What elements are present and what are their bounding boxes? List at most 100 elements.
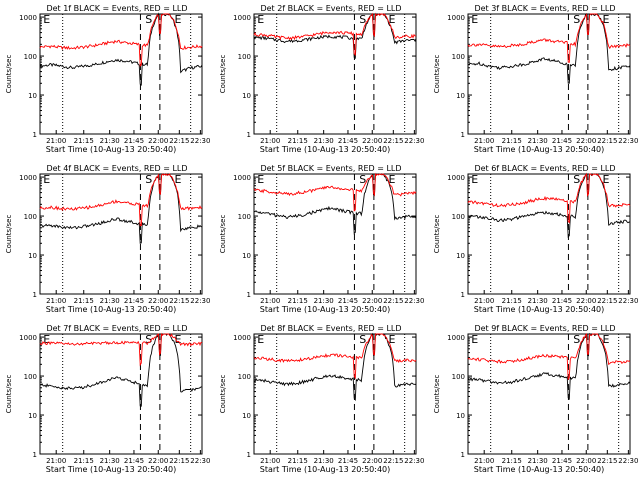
x-axis-label: Start Time (10-Aug-13 20:50:40) [474, 305, 605, 314]
interval-marker: E [602, 13, 609, 26]
panel-title: Det 2f BLACK = Events, RED = LLD [260, 4, 401, 13]
y-tick-label: 1 [461, 451, 465, 459]
y-tick-label: 100 [24, 53, 37, 61]
x-tick-label: 21:30 [528, 297, 548, 305]
y-axis-label: Counts/sec [5, 215, 13, 254]
x-tick-label: 22:00 [576, 137, 596, 145]
x-axis-label: Start Time (10-Aug-13 20:50:40) [474, 465, 605, 474]
series-line-lld [39, 13, 203, 67]
x-tick-label: 21:45 [338, 137, 358, 145]
panel-title: Det 6f BLACK = Events, RED = LLD [474, 164, 615, 173]
interval-marker: S [145, 333, 152, 346]
series-line-events [253, 332, 417, 402]
x-tick-label: 21:00 [46, 137, 66, 145]
x-tick-label: 22:15 [169, 137, 189, 145]
y-tick-label: 10 [28, 412, 37, 420]
x-tick-label: 22:15 [597, 137, 617, 145]
plot-frame [253, 333, 417, 455]
x-axis-label: Start Time (10-Aug-13 20:50:40) [46, 305, 177, 314]
panel-title: Det 1f BLACK = Events, RED = LLD [46, 4, 187, 13]
x-tick-label: 22:30 [190, 457, 210, 465]
panel-det-7: Det 7f BLACK = Events, RED = LLD Counts/s… [5, 324, 210, 474]
interval-marker: E [174, 13, 181, 26]
interval-marker: E [471, 333, 478, 346]
y-axis-label: Counts/sec [219, 55, 227, 94]
panel-det-4: Det 4f BLACK = Events, RED = LLD Counts/s… [5, 164, 210, 314]
x-tick-label: 22:00 [148, 457, 168, 465]
x-tick-label: 21:15 [502, 297, 522, 305]
x-axis-label: Start Time (10-Aug-13 20:50:40) [260, 145, 391, 154]
y-tick-label: 1000 [447, 14, 465, 22]
interval-marker: E [602, 333, 609, 346]
panel-det-6: Det 6f BLACK = Events, RED = LLD Counts/s… [433, 164, 638, 314]
series-line-lld [467, 12, 631, 63]
y-tick-label: 1 [461, 131, 465, 139]
y-axis-label: Counts/sec [219, 215, 227, 254]
x-tick-label: 21:30 [528, 457, 548, 465]
x-tick-label: 21:15 [288, 457, 308, 465]
y-tick-label: 100 [452, 53, 465, 61]
interval-marker: E [257, 333, 264, 346]
x-tick-label: 22:00 [362, 137, 382, 145]
x-tick-label: 21:45 [552, 137, 572, 145]
plot-frame [39, 173, 203, 295]
y-tick-label: 1000 [233, 334, 251, 342]
x-tick-label: 22:30 [618, 457, 638, 465]
x-tick-label: 21:30 [314, 457, 334, 465]
panel-det-2: Det 2f BLACK = Events, RED = LLD Counts/s… [219, 4, 424, 154]
series-line-events [467, 172, 631, 238]
y-tick-label: 100 [238, 373, 251, 381]
x-tick-label: 22:15 [383, 457, 403, 465]
interval-marker: E [388, 173, 395, 186]
x-tick-label: 22:30 [190, 137, 210, 145]
x-tick-label: 21:00 [474, 137, 494, 145]
x-axis-label: Start Time (10-Aug-13 20:50:40) [474, 145, 605, 154]
x-tick-label: 21:15 [502, 457, 522, 465]
panel-title: Det 7f BLACK = Events, RED = LLD [46, 324, 187, 333]
plot-frame [39, 333, 203, 455]
x-tick-label: 21:00 [46, 457, 66, 465]
y-axis-label: Counts/sec [433, 215, 441, 254]
x-tick-label: 21:15 [74, 457, 94, 465]
y-tick-label: 1 [247, 291, 251, 299]
x-tick-label: 21:45 [124, 457, 144, 465]
x-tick-label: 21:30 [314, 137, 334, 145]
y-tick-label: 10 [242, 92, 251, 100]
y-tick-label: 10 [28, 92, 37, 100]
x-tick-label: 21:15 [288, 137, 308, 145]
series-line-events [39, 333, 202, 407]
y-axis-label: Counts/sec [219, 375, 227, 414]
y-tick-label: 100 [238, 53, 251, 61]
y-axis-label: Counts/sec [5, 375, 13, 414]
y-tick-label: 1 [33, 131, 37, 139]
x-tick-label: 22:00 [362, 297, 382, 305]
interval-marker: E [43, 333, 50, 346]
y-tick-label: 1000 [447, 334, 465, 342]
interval-marker: E [174, 173, 181, 186]
x-axis-label: Start Time (10-Aug-13 20:50:40) [46, 465, 177, 474]
x-axis-label: Start Time (10-Aug-13 20:50:40) [260, 305, 391, 314]
interval-marker: E [388, 333, 395, 346]
panel-title: Det 4f BLACK = Events, RED = LLD [46, 164, 187, 173]
x-tick-label: 22:15 [597, 297, 617, 305]
series-line-events [39, 12, 203, 86]
panel-det-1: Det 1f BLACK = Events, RED = LLD Counts/s… [5, 4, 210, 154]
interval-marker: E [257, 13, 264, 26]
interval-marker: E [602, 173, 609, 186]
y-tick-label: 100 [24, 373, 37, 381]
y-tick-label: 10 [28, 252, 37, 260]
x-axis-label: Start Time (10-Aug-13 20:50:40) [46, 145, 177, 154]
y-axis-label: Counts/sec [5, 55, 13, 94]
x-tick-label: 21:30 [528, 137, 548, 145]
interval-marker: E [43, 173, 50, 186]
x-tick-label: 22:30 [404, 297, 424, 305]
x-tick-label: 22:00 [576, 457, 596, 465]
interval-marker: E [43, 13, 50, 26]
series-line-lld [253, 333, 417, 380]
y-tick-label: 100 [238, 213, 251, 221]
y-axis-label: Counts/sec [433, 375, 441, 414]
interval-marker: S [145, 173, 152, 186]
x-tick-label: 21:30 [314, 297, 334, 305]
x-tick-label: 21:45 [124, 137, 144, 145]
